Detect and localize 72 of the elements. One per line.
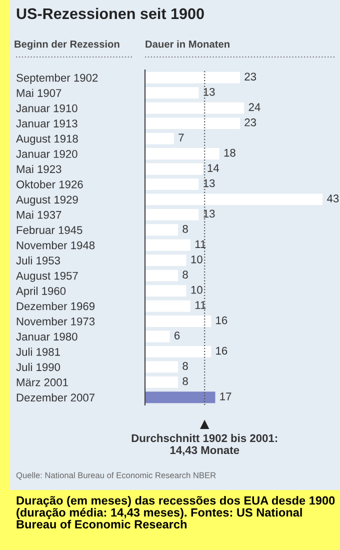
bar [145,376,178,388]
y-tick-label: September 1902 [16,74,98,84]
bar [145,361,178,373]
ref-line-label: Durchschnitt 1902 bis 2001: 14,43 Monate [132,434,278,456]
data-label: 11 [195,240,206,248]
data-label: 14 [208,164,220,172]
y-tick-label: Januar 1920 [16,150,78,158]
data-label: 18 [224,148,236,157]
data-label: 11 [195,301,206,309]
bar [145,163,203,175]
y-tick-label: Mai 1937 [16,210,62,219]
bar [145,254,186,266]
data-label: 8 [182,225,188,233]
y-tick-label: Juli 1981 [16,348,60,356]
data-label: 16 [216,346,228,355]
bar [145,72,240,84]
bar [145,208,199,220]
bar [145,194,323,206]
bar [145,346,212,358]
y-tick-label: Juli 1990 [16,362,60,372]
y-tick-label: April 1960 [16,286,66,298]
y-tick-label: August 1929 [16,196,78,206]
data-label: 17 [220,392,232,400]
bar [145,148,220,160]
bar [145,132,174,144]
x-axis-title: Dauer in Monaten [146,40,230,48]
y-tick-label: Juli 1953 [16,256,60,264]
y-tick-label: Dezember 1969 [16,302,95,310]
data-label: 24 [248,103,260,111]
y-tick-label: Mai 1907 [16,88,62,97]
bar [145,285,186,297]
data-label: 23 [244,72,256,81]
data-label: 16 [216,316,228,324]
y-tick-label: November 1973 [16,317,95,326]
y-tick-label: Oktober 1926 [16,180,83,188]
bar [145,224,178,236]
y-tick-label: Februar 1945 [16,226,82,234]
y-tick-label: Januar 1980 [16,332,78,341]
y-axis-title: Beginn der Rezession [14,40,120,50]
chart-title: US-Rezessionen seit 1900 [16,8,204,20]
data-label: 13 [204,210,215,218]
bar [145,300,190,312]
y-tick-label: August 1957 [16,272,78,282]
data-label: 8 [182,270,188,279]
bar [145,102,244,114]
bar [145,392,216,404]
y-tick-label: November 1948 [16,241,95,250]
data-label: 8 [182,377,188,386]
text: Duração (em meses) das recessões dos EUA desde 1900 (duração média: 14,43 meses). Fontes: US National Bureau of Economic Research [16,496,335,529]
bar [145,118,240,130]
bar [145,330,170,342]
data-label: 13 [204,179,215,188]
data-label: 23 [244,118,256,126]
y-tick-label: Januar 1913 [16,120,78,128]
y-tick-label: Januar 1910 [16,104,78,112]
data-label: 43 [327,194,339,202]
source-note: Quelle: National Bureau of Economic Research NBER [16,472,216,480]
bar [145,239,190,251]
data-label: 13 [204,88,215,96]
y-tick-label: August 1918 [16,134,78,145]
bar [145,87,199,99]
bar [145,316,212,327]
data-label: 6 [174,332,180,340]
data-label: 10 [191,255,202,264]
y-tick-label: März 2001 [16,378,68,386]
y-tick-label: Dezember 2007 [16,393,94,402]
data-label: 8 [182,362,188,370]
bar [145,270,178,282]
bar [145,178,199,190]
data-label: 10 [191,286,202,294]
data-label: 7 [178,134,184,142]
y-tick-label: Mai 1923 [16,164,62,174]
